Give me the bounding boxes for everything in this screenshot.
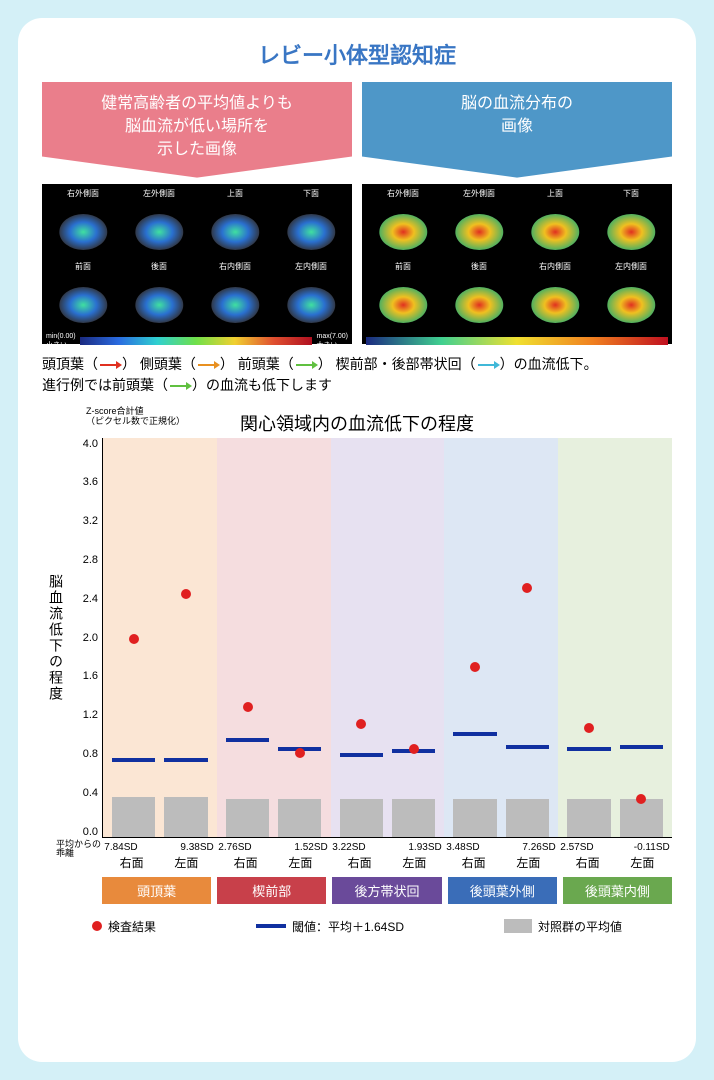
category-box: 後頭葉外側	[448, 877, 557, 904]
arrow-green-icon	[170, 385, 190, 387]
page-title: レビー小体型認知症	[42, 38, 672, 70]
brain-image-flow: 右外側面左外側面上面下面 前面後面右内側面左内側面	[362, 184, 672, 344]
header-left: 健常高齢者の平均値よりも 脳血流が低い場所を 示した画像	[42, 82, 352, 178]
brain-image-zscore: 右外側面左外側面上面下面 前面後面右内側面左内側面 min(0.00) 小さいm…	[42, 184, 352, 344]
header-right: 脳の血流分布の 画像	[362, 82, 672, 178]
y-axis-label: 脳血流低下の程度	[46, 574, 66, 702]
arrow-cyan-icon	[478, 364, 498, 366]
category-box: 後方帯状回	[332, 877, 441, 904]
sd-row-label: 平均からの 乖離	[56, 840, 101, 860]
category-box: 楔前部	[217, 877, 326, 904]
zscore-chart: Z-score合計値 （ピクセル数で正規化） 関心領域内の血流低下の程度 脳血流…	[42, 404, 672, 1046]
arrow-orange-icon	[198, 364, 218, 366]
description-text: 頭頂葉（） 側頭葉（） 前頭葉（） 楔前部・後部帯状回（）の血流低下。 進行例で…	[42, 354, 672, 396]
legend-bar: 対照群の平均値	[504, 918, 622, 935]
arrow-red-icon	[100, 364, 120, 366]
category-box: 頭頂葉	[102, 877, 211, 904]
arrow-green-icon	[296, 364, 316, 366]
legend-dot: 検査結果	[92, 918, 156, 935]
chart-subtitle: Z-score合計値 （ピクセル数で正規化）	[86, 406, 185, 428]
legend-line: 閾値：平均＋1.64SD	[256, 918, 404, 935]
category-box: 後頭葉内側	[563, 877, 672, 904]
